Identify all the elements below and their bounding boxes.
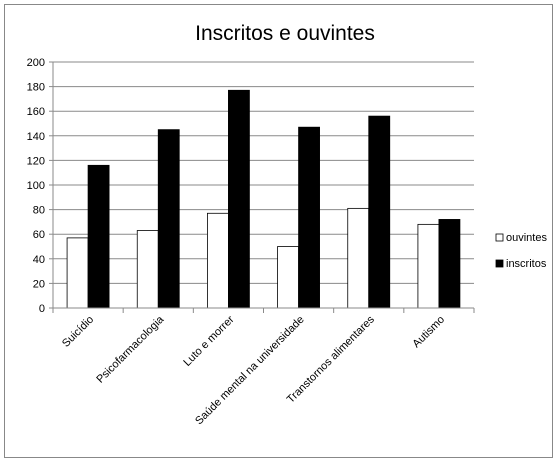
bar-inscritos-2	[228, 89, 250, 309]
bar-ouvintes-0	[66, 237, 89, 309]
legend-swatch-ouvintes	[495, 233, 504, 242]
legend: ouvintes inscritos	[495, 232, 547, 270]
legend-label: ouvintes	[506, 232, 547, 244]
y-tick-label: 120	[27, 155, 45, 167]
bar-ouvintes-4	[347, 207, 370, 309]
y-tick-label: 60	[33, 229, 45, 241]
legend-label: inscritos	[506, 258, 547, 270]
grid-lines	[53, 61, 474, 284]
bar-inscritos-1	[157, 129, 180, 309]
bar-ouvintes-5	[417, 223, 440, 309]
y-tick-label: 100	[27, 180, 45, 192]
bar-ouvintes-3	[277, 246, 299, 309]
bar-ouvintes-2	[207, 212, 229, 309]
bar-ouvintes-1	[136, 230, 159, 309]
bar-inscritos-0	[87, 164, 110, 309]
y-tick-label: 140	[27, 131, 45, 143]
y-tick-label: 40	[33, 254, 45, 266]
category-label: Autismo	[410, 314, 447, 351]
y-tick-label: 200	[27, 57, 45, 69]
bar-inscritos-4	[368, 115, 391, 309]
y-tick-label: 20	[33, 278, 45, 290]
category-label: Luto e morrer	[181, 313, 236, 368]
bar-inscritos-3	[298, 126, 320, 309]
y-tick-label: 160	[27, 106, 45, 118]
y-tick-label: 180	[27, 82, 45, 94]
bar-inscritos-5	[438, 219, 461, 309]
category-label: Psicofarmacologia	[94, 313, 167, 386]
legend-swatch-inscritos	[495, 259, 504, 268]
bars	[66, 89, 461, 309]
y-tick-label: 80	[33, 205, 45, 217]
y-axis: 0 20 40 60 80 100 120 140 160 180 200	[27, 57, 54, 315]
y-tick-label: 0	[39, 303, 45, 315]
category-label: Suicídio	[60, 314, 96, 350]
chart-title: Inscritos e ouvintes	[195, 22, 375, 45]
